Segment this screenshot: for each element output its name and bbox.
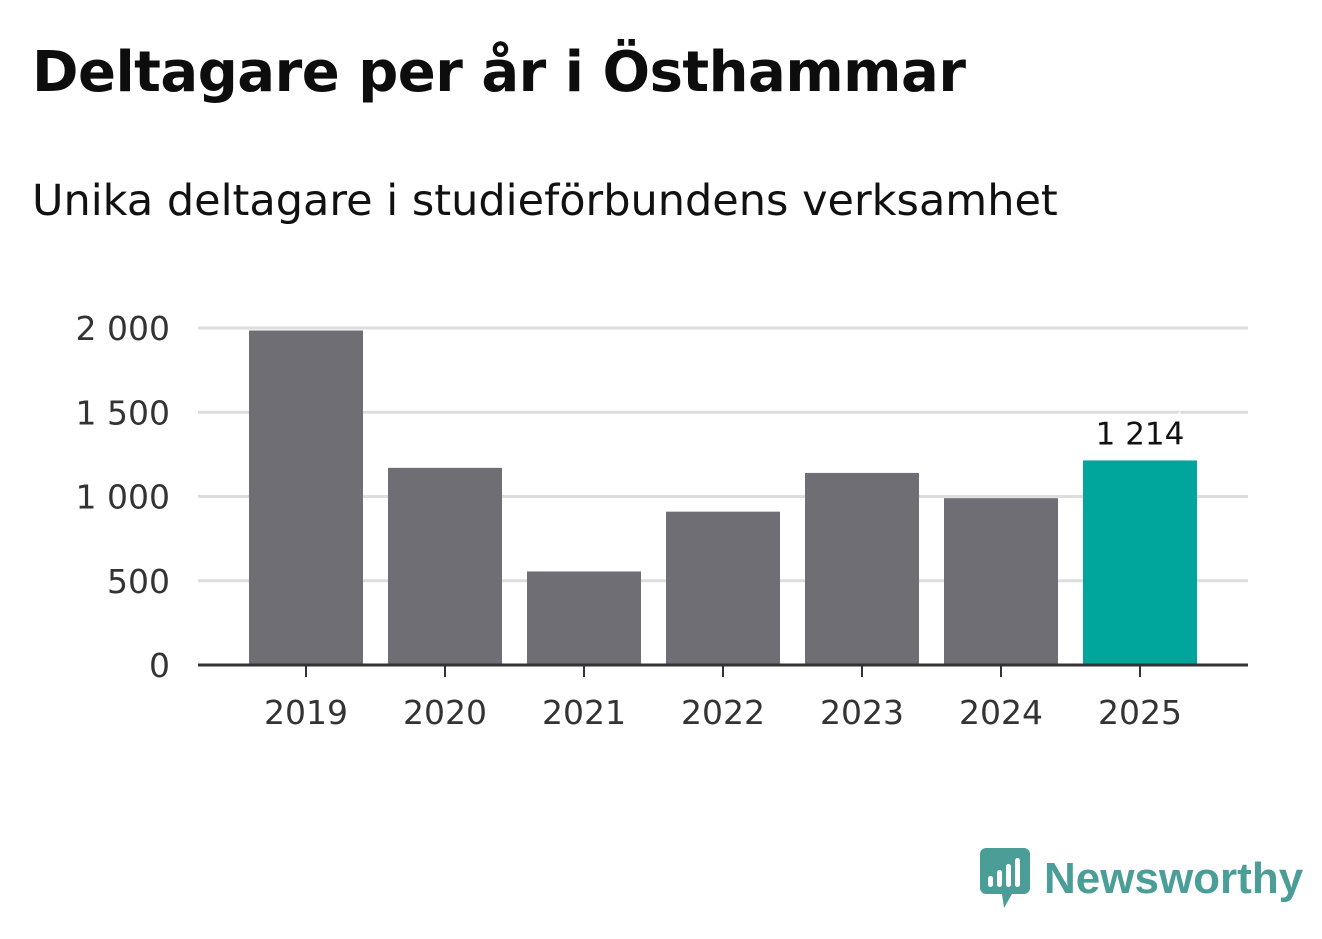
bar-2023 — [805, 472, 919, 665]
y-tick-label: 500 — [107, 562, 170, 601]
y-tick-label: 2 000 — [76, 309, 170, 348]
chart-title: Deltagare per år i Östhammar — [32, 40, 966, 105]
newsworthy-logo-icon — [980, 848, 1030, 908]
bar-2025 — [1083, 460, 1197, 665]
x-tick-label: 2023 — [820, 693, 904, 732]
y-tick-label: 0 — [149, 646, 170, 685]
labels: 0 500 1 000 1 500 2 000 2019 2020 2021 2022 2023 2… — [76, 309, 1189, 732]
brand-name: Newsworthy — [1044, 854, 1304, 903]
bar-2021 — [527, 571, 641, 665]
y-tick-label: 1 500 — [76, 393, 170, 432]
data-label-2025: 1 214 — [1096, 416, 1185, 452]
x-tick-label: 2022 — [681, 693, 765, 732]
x-tick-label: 2024 — [959, 693, 1043, 732]
bar-2022 — [666, 511, 780, 665]
x-axis — [198, 663, 1248, 677]
chart-subtitle: Unika deltagare i studieförbundens verks… — [32, 176, 1058, 226]
x-tick-label: 2019 — [264, 693, 348, 732]
newsworthy-logo: Newsworthy — [980, 848, 1303, 910]
bar-2024 — [944, 498, 1058, 665]
bar-2020 — [388, 467, 502, 665]
x-tick-label: 2020 — [403, 693, 487, 732]
x-tick-label: 2025 — [1098, 693, 1182, 732]
bars — [249, 330, 1197, 665]
y-tick-label: 1 000 — [76, 478, 170, 517]
x-tick-label: 2021 — [542, 693, 626, 732]
bar-2019 — [249, 330, 363, 665]
